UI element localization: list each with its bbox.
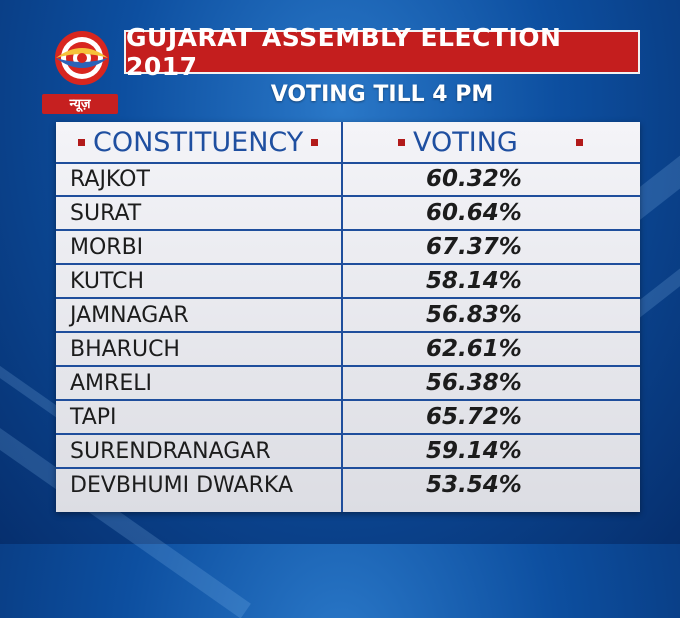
voting-cell: 59.14% [426, 438, 522, 464]
constituency-cell: SURENDRANAGAR [70, 439, 271, 464]
table-row: AMRELI 56.38% [56, 368, 640, 402]
constituency-cell: JAMNAGAR [70, 303, 189, 328]
voting-cell: 56.83% [426, 302, 522, 328]
bullet-icon [311, 138, 319, 146]
bullet-icon [78, 138, 85, 146]
dd-news-logo: न्यूज़ [42, 28, 122, 116]
voting-cell: 58.14% [426, 268, 522, 294]
table-row: JAMNAGAR 56.83% [56, 300, 640, 334]
table-row: KUTCH 58.14% [56, 266, 640, 300]
constituency-cell: RAJKOT [70, 167, 150, 192]
voting-cell: 60.32% [426, 166, 522, 192]
page-subtitle: VOTING TILL 4 PM [270, 82, 494, 107]
voting-cell: 67.37% [426, 234, 522, 260]
voting-table: CONSTITUENCY VOTING RAJKOT 60.32% SURAT … [56, 122, 640, 512]
constituency-cell: AMRELI [70, 371, 152, 396]
constituency-cell: DEVBHUMI DWARKA [70, 473, 294, 498]
column-divider [341, 122, 343, 512]
bullet-icon [398, 138, 405, 146]
table-row: MORBI 67.37% [56, 232, 640, 266]
table-row: TAPI 65.72% [56, 402, 640, 436]
voting-cell: 53.54% [426, 472, 522, 498]
page-title: GUJARAT ASSEMBLY ELECTION 2017 [124, 23, 640, 81]
constituency-cell: BHARUCH [70, 337, 180, 362]
bullet-icon [576, 139, 583, 146]
header-voting-label: VOTING [413, 126, 518, 158]
voting-cell: 60.64% [426, 200, 522, 226]
voting-cell: 56.38% [426, 370, 522, 396]
voting-cell: 65.72% [426, 404, 522, 430]
constituency-cell: SURAT [70, 201, 142, 226]
header-constituency-label: CONSTITUENCY [93, 126, 304, 158]
table-row: SURENDRANAGAR 59.14% [56, 436, 640, 470]
table-row: RAJKOT 60.32% [56, 164, 640, 198]
constituency-cell: MORBI [70, 235, 144, 260]
table-header: CONSTITUENCY VOTING [56, 122, 640, 164]
constituency-cell: KUTCH [70, 269, 144, 294]
news-tag: न्यूज़ [42, 94, 118, 114]
dd-logo-icon [55, 31, 109, 85]
table-row: DEVBHUMI DWARKA 53.54% [56, 470, 640, 503]
voting-cell: 62.61% [426, 336, 522, 362]
table-row: BHARUCH 62.61% [56, 334, 640, 368]
header-constituency: CONSTITUENCY [70, 122, 326, 162]
constituency-cell: TAPI [70, 405, 117, 430]
header-voting: VOTING [390, 122, 518, 162]
table-row: SURAT 60.64% [56, 198, 640, 232]
